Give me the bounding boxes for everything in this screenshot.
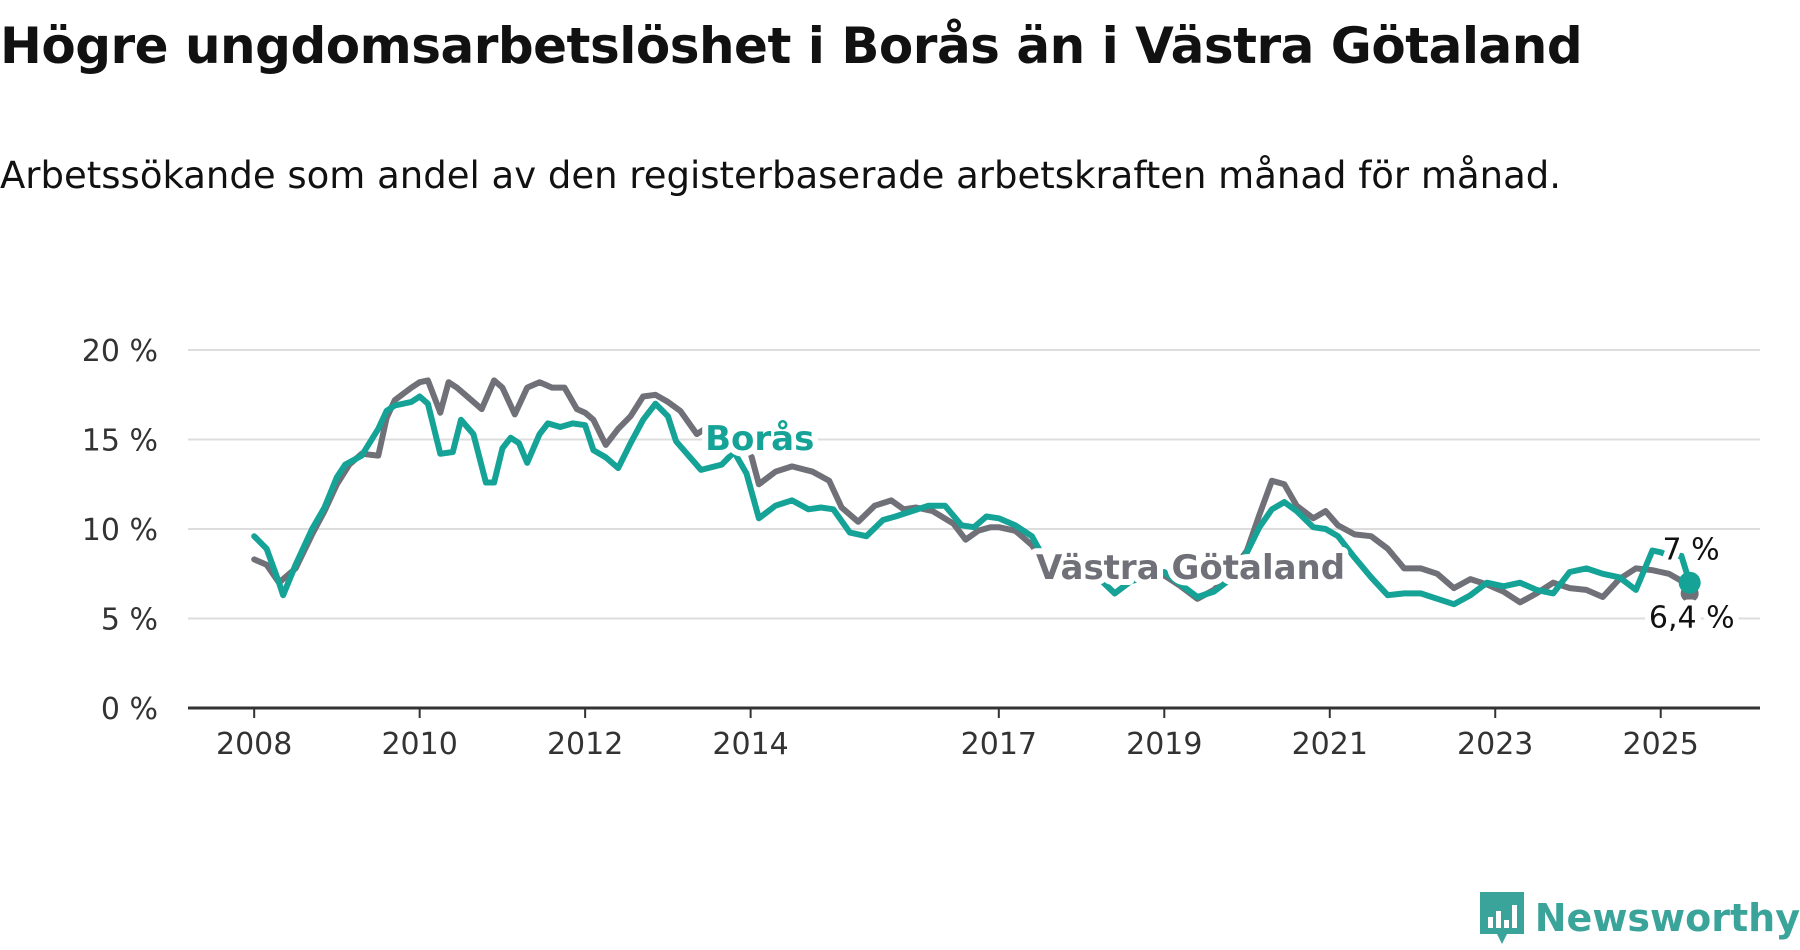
series-lines [251,377,1701,608]
x-tick-label: 2012 [547,727,623,762]
x-tick-label: 2014 [712,727,788,762]
series-label-vastra-text: Västra Götaland [1036,548,1345,588]
end-point-boras [1678,571,1701,594]
x-tick-label: 2025 [1623,727,1699,762]
y-tick-label: 15 % [82,424,158,459]
y-axis-tick-labels: 0 % 5 % 10 % 15 % 20 % [82,334,158,727]
x-axis: 2008 2010 2012 2014 2017 2019 2021 2023 2025 [188,706,1760,762]
series-label-vastra-halo: Västra Götaland [1036,548,1345,588]
x-tick-label: 2008 [216,727,292,762]
end-label-boras-halo: 7 % [1663,532,1720,567]
series-label-boras-halo: Borås [705,419,814,459]
series-line-boras [251,393,1693,608]
x-tick-label: 2021 [1292,727,1368,762]
y-tick-label: 20 % [82,334,158,369]
end-label-boras: 7 %7 % [1657,526,1726,573]
page-title: Högre ungdomsarbetslöshet i Borås än i V… [0,17,1583,75]
brand-logo: Newsworthy [1477,886,1800,950]
y-tick-label: 0 % [101,692,158,727]
x-tick-label: 2010 [381,727,457,762]
series-label-boras-text: Borås [705,419,814,459]
x-tick-label: 2023 [1457,727,1533,762]
end-label-vastra-halo: 6,4 % [1649,600,1735,635]
grid-lines [188,349,1760,620]
x-tick-label: 2017 [961,727,1037,762]
end-label-boras-text: 7 % [1663,532,1720,567]
page-subtitle: Arbetssökande som andel av den registerb… [0,154,1561,197]
bar-chart-speech-bubble-icon [1479,892,1524,944]
y-tick-label: 5 % [101,603,158,638]
x-tick-label: 2019 [1126,727,1202,762]
y-tick-label: 10 % [82,513,158,548]
end-label-vastra-text: 6,4 % [1649,600,1735,635]
series-line-vastra [251,377,1693,606]
end-label-vastra: 6,4 %6,4 % [1643,594,1741,641]
brand-name: Newsworthy [1534,896,1800,940]
